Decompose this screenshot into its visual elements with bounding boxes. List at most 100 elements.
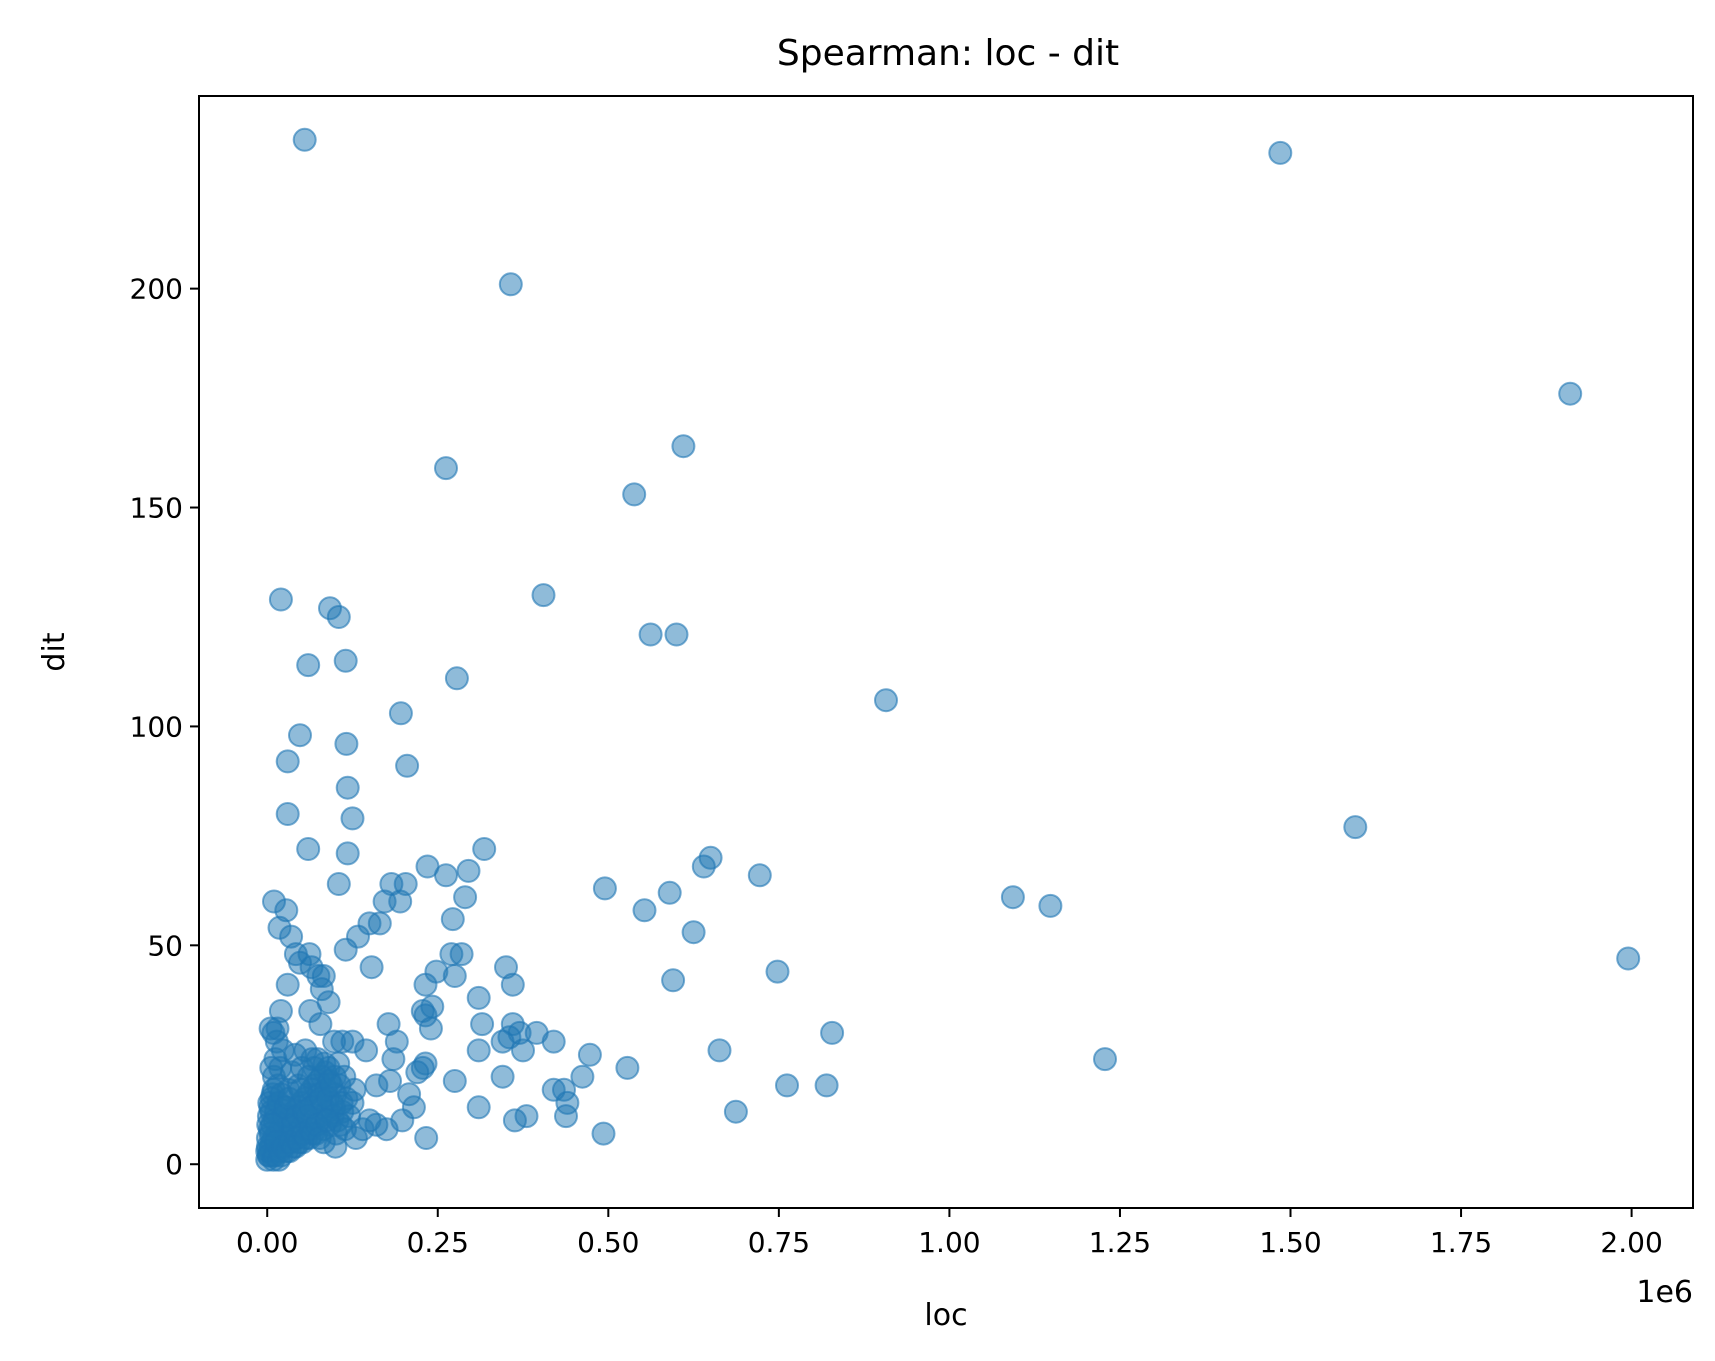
data-point [388, 701, 413, 726]
plot-frame [198, 95, 1694, 1209]
data-point [449, 942, 474, 967]
data-point [622, 482, 647, 507]
data-point [502, 1108, 527, 1133]
data-point [541, 1029, 566, 1054]
data-point [333, 648, 358, 673]
data-point [577, 1042, 602, 1067]
y-axis-label: dit [37, 632, 72, 671]
data-point [359, 955, 384, 980]
data-point [314, 1108, 339, 1133]
y-tick-label: 150 [130, 492, 183, 525]
data-point [661, 968, 686, 993]
data-point [681, 920, 706, 945]
y-tick-label: 200 [130, 273, 183, 306]
data-point [554, 1104, 578, 1129]
x-tick-label: 0.25 [407, 1226, 469, 1259]
data-point [671, 434, 696, 459]
data-point [591, 1121, 616, 1146]
data-point [288, 723, 312, 748]
y-tick-label: 100 [130, 710, 183, 743]
data-point [357, 1108, 382, 1133]
data-points [255, 127, 1641, 1172]
x-tick-label: 1.50 [1259, 1226, 1321, 1259]
x-axis-offset-label: 1e6 [1636, 1275, 1693, 1310]
x-tick-label: 2.00 [1600, 1226, 1662, 1259]
data-point [367, 911, 392, 936]
data-point [418, 1016, 443, 1041]
x-tick-label: 1.00 [918, 1226, 980, 1259]
data-point [456, 858, 481, 883]
data-point [440, 907, 465, 932]
data-point [1038, 893, 1063, 918]
data-point [638, 622, 663, 647]
data-point [1343, 815, 1368, 840]
data-point [470, 1012, 495, 1037]
data-point [275, 749, 300, 774]
chart-title: Spearman: loc - dit [777, 33, 1119, 74]
data-point [311, 1130, 336, 1155]
data-point [326, 872, 351, 896]
data-point [388, 889, 413, 914]
data-point [308, 1012, 333, 1037]
data-point [333, 937, 358, 962]
data-point [490, 1029, 515, 1054]
data-point [453, 885, 478, 910]
data-point [326, 1051, 351, 1076]
data-point [342, 1077, 367, 1102]
data-point [707, 1038, 732, 1063]
data-point [472, 837, 497, 861]
data-point [1616, 946, 1641, 971]
x-axis-label: loc [924, 1298, 967, 1333]
x-tick-label: 0.00 [236, 1226, 298, 1259]
data-point [364, 1073, 389, 1098]
x-tick-label: 1.75 [1430, 1226, 1492, 1259]
data-point [354, 1038, 379, 1063]
y-tick-label: 50 [147, 929, 183, 962]
data-point [747, 863, 772, 888]
data-point [775, 1073, 799, 1098]
data-point [1093, 1047, 1117, 1072]
data-point [723, 1099, 748, 1124]
data-point [490, 1064, 515, 1089]
data-point [442, 964, 467, 988]
data-point [405, 1060, 430, 1085]
data-point [275, 972, 300, 997]
x-tick-label: 1.25 [1089, 1226, 1151, 1259]
data-point [334, 731, 359, 756]
data-point [381, 1047, 406, 1072]
x-tick-label: 0.50 [577, 1226, 639, 1259]
data-point [434, 456, 458, 481]
data-point [296, 837, 321, 861]
data-point [442, 1069, 467, 1093]
x-axis-ticks: 0.00 0.25 0.50 0.75 1.00 1.25 1.50 1.75 2.00 [236, 1208, 1663, 1259]
data-point [874, 688, 898, 713]
data-point [1000, 885, 1025, 910]
data-point [296, 653, 321, 678]
data-point [466, 1095, 491, 1120]
data-point [326, 605, 351, 629]
data-point [1558, 381, 1583, 406]
x-tick-label: 0.75 [748, 1226, 810, 1259]
data-point [765, 959, 790, 984]
data-point [500, 972, 525, 997]
data-point [414, 1126, 439, 1150]
data-point [570, 1064, 595, 1089]
data-point [340, 806, 365, 831]
data-point [466, 985, 491, 1010]
data-point [592, 876, 617, 901]
data-point [814, 1073, 839, 1098]
data-point [1268, 140, 1293, 165]
data-point [820, 1020, 845, 1045]
data-point [335, 775, 360, 800]
data-point [292, 127, 317, 152]
data-point [511, 1038, 535, 1063]
y-tick-label: 0 [165, 1148, 183, 1181]
data-point [498, 272, 523, 297]
data-point [268, 587, 293, 612]
data-point [632, 898, 657, 923]
data-point [664, 622, 689, 647]
data-point [691, 854, 716, 879]
data-point [395, 753, 420, 778]
data-point [413, 972, 438, 997]
